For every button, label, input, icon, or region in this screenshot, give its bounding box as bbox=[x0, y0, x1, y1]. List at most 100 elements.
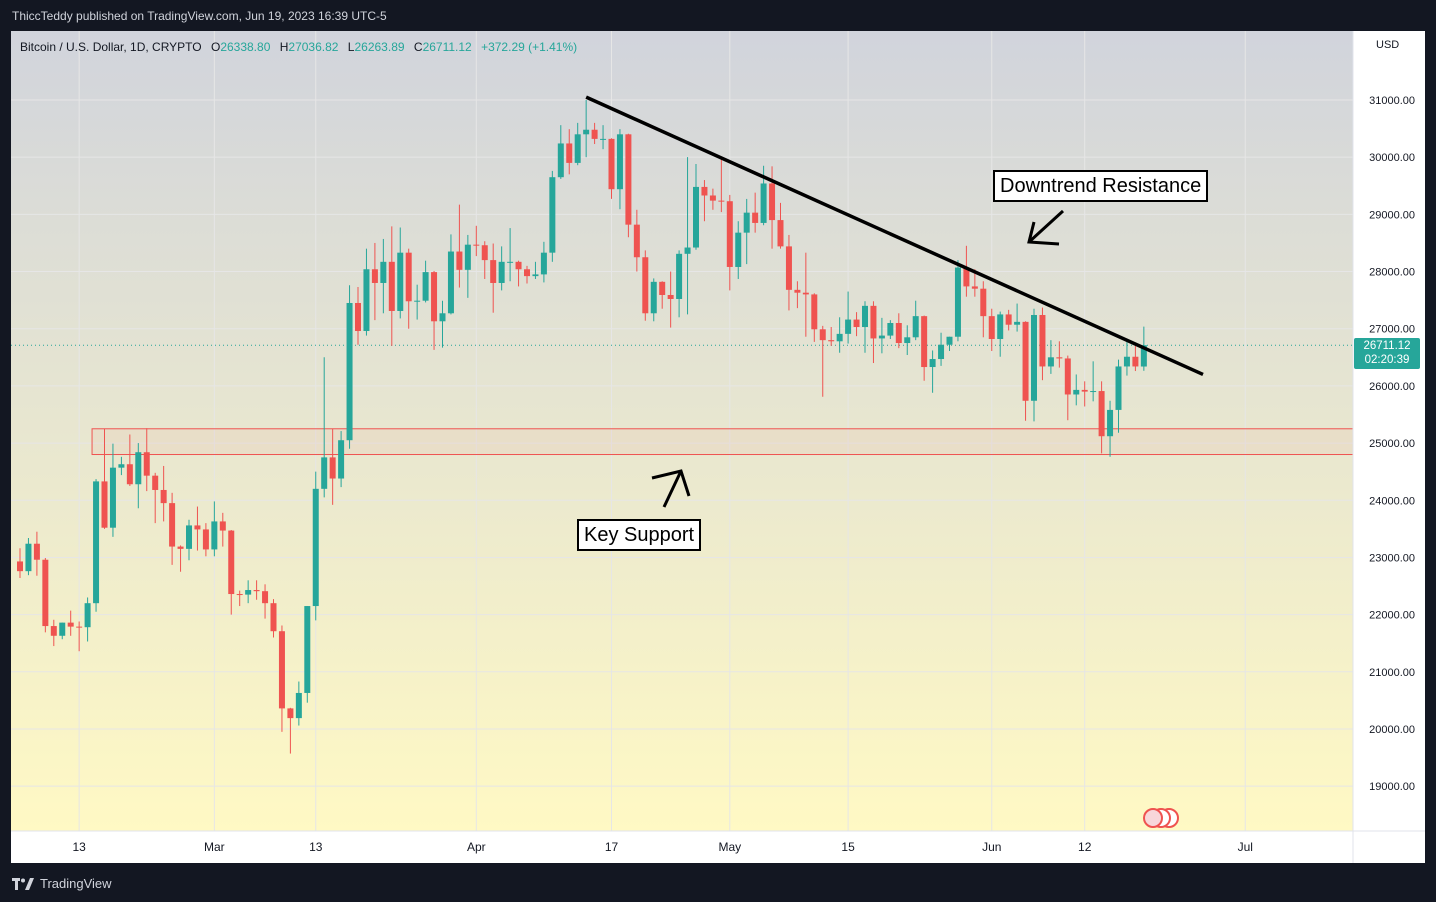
candle-body bbox=[1064, 358, 1071, 395]
candle-body bbox=[836, 333, 843, 342]
tradingview-brand[interactable]: TradingView bbox=[12, 876, 112, 891]
time-axis[interactable]: 13 Mar 13 Apr 17 May 15 Jun 12 Jul bbox=[72, 840, 1252, 854]
candle-body bbox=[980, 288, 987, 317]
candle-body bbox=[524, 269, 530, 277]
candle-body bbox=[76, 626, 83, 628]
candle-body bbox=[278, 631, 285, 709]
candle-body bbox=[490, 260, 497, 283]
price-tick-label: 22000.00 bbox=[1369, 610, 1415, 622]
candle-body bbox=[456, 251, 463, 270]
candle-body bbox=[693, 186, 699, 248]
candle-body bbox=[540, 252, 547, 275]
support-annotation[interactable]: Key Support bbox=[577, 519, 702, 551]
candle-body bbox=[431, 272, 438, 322]
candle-body bbox=[870, 305, 877, 339]
price-axis[interactable]: 31000.00 30000.00 29000.00 28000.00 27000.00… bbox=[1369, 95, 1415, 793]
candle-body bbox=[1005, 314, 1012, 325]
candle-body bbox=[701, 186, 708, 196]
candle-body bbox=[557, 143, 564, 178]
candle-body bbox=[946, 336, 953, 345]
candle-body bbox=[963, 267, 970, 287]
price-tick-label: 27000.00 bbox=[1369, 324, 1415, 336]
time-tick-label: 12 bbox=[1078, 840, 1092, 854]
candle-body bbox=[667, 294, 674, 299]
candle-body bbox=[625, 134, 632, 225]
tradingview-logo-icon bbox=[12, 877, 34, 890]
candle-body bbox=[845, 319, 852, 334]
candle-body bbox=[921, 316, 928, 368]
candle-body bbox=[988, 316, 995, 340]
close-value: 26711.12 bbox=[422, 40, 472, 54]
candle-body bbox=[600, 138, 607, 140]
time-tick-label: Apr bbox=[467, 840, 486, 854]
candle-body bbox=[304, 606, 311, 693]
candle-body bbox=[346, 302, 353, 441]
candle-body bbox=[752, 212, 759, 223]
candle-body bbox=[878, 335, 885, 339]
candle-body bbox=[760, 183, 767, 223]
resistance-annotation[interactable]: Downtrend Resistance bbox=[993, 170, 1209, 202]
price-tick-label: 20000.00 bbox=[1369, 724, 1415, 736]
candle-body bbox=[211, 521, 218, 550]
candle-body bbox=[262, 591, 269, 604]
candle-body bbox=[802, 292, 809, 295]
candle-body bbox=[447, 251, 454, 314]
candle-body bbox=[109, 467, 116, 528]
candle-body bbox=[1081, 389, 1088, 392]
candle-body bbox=[1115, 366, 1122, 410]
candle-body bbox=[794, 289, 801, 293]
support-zone-rect bbox=[91, 428, 1354, 456]
low-value: 26263.89 bbox=[354, 40, 405, 54]
candle-body bbox=[1014, 321, 1021, 325]
candle-body bbox=[507, 261, 514, 263]
high-label: H bbox=[279, 40, 289, 54]
candle-body bbox=[84, 603, 91, 628]
symbol-name: Bitcoin / U.S. Dollar, 1D, CRYPTO bbox=[20, 40, 202, 54]
time-tick-label: 13 bbox=[72, 840, 86, 854]
candle-body bbox=[997, 314, 1004, 340]
candle-body bbox=[904, 337, 911, 344]
candle-body bbox=[608, 138, 615, 190]
candle-body bbox=[1107, 409, 1114, 437]
symbol-legend[interactable]: Bitcoin / U.S. Dollar, 1D, CRYPTO O26338… bbox=[20, 40, 577, 54]
candle-body bbox=[355, 302, 361, 332]
candle-body bbox=[828, 340, 835, 342]
price-tick-label: 30000.00 bbox=[1369, 152, 1415, 164]
candle-body bbox=[726, 201, 733, 267]
candle-body bbox=[853, 319, 860, 328]
candle-body bbox=[676, 253, 683, 299]
candle-body bbox=[152, 475, 159, 490]
candle-body bbox=[1047, 357, 1054, 367]
last-price-value: 26711.12 bbox=[1363, 340, 1411, 352]
candle-body bbox=[591, 129, 598, 139]
candle-body bbox=[473, 244, 480, 246]
candle-body bbox=[422, 272, 429, 301]
candle-body bbox=[811, 294, 818, 330]
candle-body bbox=[380, 261, 387, 283]
candle-body bbox=[186, 525, 192, 549]
open-label: O bbox=[210, 40, 221, 54]
candle-body bbox=[549, 177, 556, 253]
price-tick-label: 29000.00 bbox=[1369, 209, 1415, 221]
candlestick-chart[interactable]: USD 31000.00 30000.00 29000.00 28000.00 2700… bbox=[11, 31, 1425, 863]
candle-body bbox=[819, 329, 826, 341]
candle-body bbox=[236, 594, 243, 596]
candle-body bbox=[295, 692, 302, 719]
candle-body bbox=[971, 286, 978, 289]
price-tick-label: 23000.00 bbox=[1369, 552, 1415, 564]
candle-body bbox=[143, 452, 150, 476]
time-tick-label: 17 bbox=[605, 840, 619, 854]
candle-body bbox=[633, 224, 640, 258]
candle-body bbox=[938, 344, 945, 360]
low-label: L bbox=[347, 40, 355, 54]
candle-body bbox=[743, 212, 750, 233]
candle-body bbox=[1031, 314, 1037, 401]
candle-body bbox=[1090, 391, 1097, 393]
downtrend-resistance-line[interactable] bbox=[585, 95, 1204, 377]
candle-body bbox=[101, 481, 108, 528]
candle-body bbox=[709, 195, 716, 201]
candle-body bbox=[650, 281, 657, 314]
candle-body bbox=[202, 529, 209, 550]
economic-events[interactable] bbox=[1143, 808, 1179, 828]
us-flag-event-icon[interactable] bbox=[1143, 808, 1163, 828]
